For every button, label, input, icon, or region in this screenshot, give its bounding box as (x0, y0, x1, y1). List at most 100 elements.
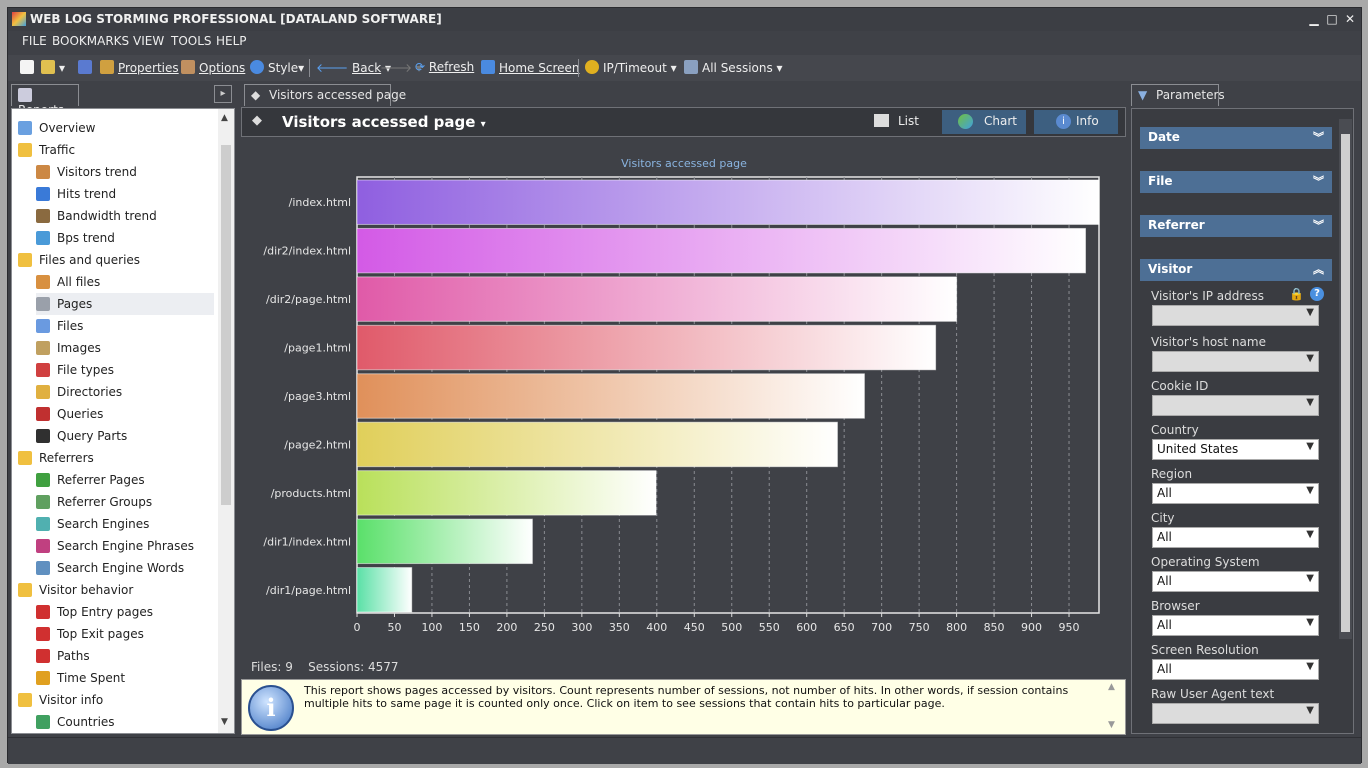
report-title[interactable]: Visitors accessed page ▾ (282, 113, 486, 131)
info-scroll-up-icon[interactable]: ▲ (1108, 682, 1115, 692)
scroll-up-icon[interactable]: ▲ (221, 113, 228, 123)
tree-item-referrer-groups[interactable]: Referrer Groups (36, 491, 214, 513)
properties-button[interactable]: Properties (100, 60, 179, 75)
info-scroll-down-icon[interactable]: ▼ (1108, 720, 1115, 730)
menu-tools[interactable]: TOOLS (171, 34, 212, 48)
ip-timeout-button[interactable]: IP/Timeout ▾ (585, 60, 677, 75)
tree-item-time-spent[interactable]: Time Spent (36, 667, 214, 689)
home-screen-button[interactable]: Home Screen (481, 60, 580, 75)
tree-item-visitors-trend[interactable]: Visitors trend (36, 161, 214, 183)
sessions-count: Sessions: 4577 (308, 660, 399, 674)
panel-toggle-button[interactable]: ▸ (214, 85, 232, 103)
tree-item-bandwidth-trend[interactable]: Bandwidth trend (36, 205, 214, 227)
chevron-up-icon: ︽ (1313, 263, 1324, 276)
options-button[interactable]: Options (181, 60, 245, 75)
section-visitor[interactable]: Visitor ︽ (1140, 259, 1332, 281)
menu-file[interactable]: FILE (22, 34, 47, 48)
menu-view[interactable]: VIEW (133, 34, 165, 48)
tree-item-search-engines[interactable]: Search Engines (36, 513, 214, 535)
field-select-raw-user-agent-text[interactable]: ▼ (1152, 703, 1319, 724)
style-button[interactable]: Style▾ (250, 60, 304, 75)
tree-item-visitor-info[interactable]: Visitor info (12, 689, 214, 711)
tree-item-countries[interactable]: Countries (36, 711, 214, 733)
tree-item-queries[interactable]: Queries (36, 403, 214, 425)
parameters-scrollbar[interactable] (1339, 119, 1352, 639)
tree-item-query-parts[interactable]: Query Parts (36, 425, 214, 447)
field-select-country[interactable]: United States ▼ (1152, 439, 1319, 460)
tree-item-visitor-behavior[interactable]: Visitor behavior (12, 579, 214, 601)
open-button[interactable]: ▾ (41, 60, 65, 75)
field-select-visitor-s-host-name[interactable]: ▼ (1152, 351, 1319, 372)
field-label: Visitor's host name (1151, 335, 1266, 349)
tab-parameters[interactable]: ▼ Parameters (1131, 84, 1225, 106)
new-button[interactable] (20, 60, 38, 75)
tree-item-bps-trend[interactable]: Bps trend (36, 227, 214, 249)
x-tick-label: 650 (834, 621, 855, 634)
back-arrow-icon: 🡐 (316, 61, 349, 75)
tree-item-label: Top Exit pages (57, 627, 144, 641)
tree-item-traffic[interactable]: Traffic (12, 139, 214, 161)
tree-item-paths[interactable]: Paths (36, 645, 214, 667)
info-view-button[interactable]: i Info (1034, 110, 1118, 134)
menu-bookmarks[interactable]: BOOKMARKS (52, 34, 130, 48)
tree-item-directories[interactable]: Directories (36, 381, 214, 403)
chevron-down-icon: ︾ (1313, 175, 1324, 188)
tree-item-search-engine-phrases[interactable]: Search Engine Phrases (36, 535, 214, 557)
tree-item-overview[interactable]: Overview (12, 117, 214, 139)
tab-reports[interactable]: Reports (11, 84, 79, 117)
back-button[interactable]: 🡐 Back ▾ (316, 61, 391, 75)
tree-item-label: Images (57, 341, 101, 355)
status-row: Files: 9 Sessions: 4577 (251, 660, 399, 674)
tree-item-file-types[interactable]: File types (36, 359, 214, 381)
field-select-cookie-id[interactable]: ▼ (1152, 395, 1319, 416)
refresh-button[interactable]: ⟳ Refresh (415, 60, 475, 74)
forward-button[interactable]: 🡒 ▾ (380, 61, 423, 75)
report-icon (36, 275, 50, 289)
scroll-down-icon[interactable]: ▼ (221, 717, 228, 727)
menu-help[interactable]: HELP (216, 34, 247, 48)
field-select-screen-resolution[interactable]: All ▼ (1152, 659, 1319, 680)
chevron-down-icon: ▼ (1306, 705, 1314, 716)
parameters-scroll-thumb[interactable] (1341, 134, 1350, 632)
lock-icon[interactable]: 🔒 (1289, 287, 1304, 301)
field-select-operating-system[interactable]: All ▼ (1152, 571, 1319, 592)
x-tick-label: 900 (1021, 621, 1042, 634)
help-icon[interactable]: ? (1310, 287, 1324, 301)
tab-visitors-accessed-page[interactable]: ◆ Visitors accessed page (244, 84, 406, 106)
tree-scrollbar[interactable]: ▲ ▼ (218, 109, 234, 733)
tree-item-hits-trend[interactable]: Hits trend (36, 183, 214, 205)
tree-item-referrer-pages[interactable]: Referrer Pages (36, 469, 214, 491)
field-select-city[interactable]: All ▼ (1152, 527, 1319, 548)
sessions-button[interactable]: All Sessions ▾ (684, 60, 783, 75)
chart-icon (958, 114, 973, 129)
field-select-visitor-s-ip-address[interactable]: ▼ (1152, 305, 1319, 326)
field-select-browser[interactable]: All ▼ (1152, 615, 1319, 636)
tree-scroll-thumb[interactable] (221, 145, 231, 505)
maximize-button[interactable]: □ (1326, 12, 1338, 26)
bar-chart: Visitors accessed page 0 50 100 150 200 250 300… (263, 157, 1100, 634)
section-date[interactable]: Date ︾ (1140, 127, 1332, 149)
save-button[interactable] (78, 60, 96, 75)
tree-item-referrers[interactable]: Referrers (12, 447, 214, 469)
list-icon (874, 114, 889, 127)
tree-item-pages[interactable]: Pages (36, 293, 214, 315)
tree-item-top-exit-pages[interactable]: Top Exit pages (36, 623, 214, 645)
chart-view-button[interactable]: Chart (942, 110, 1026, 134)
x-tick-label: 850 (984, 621, 1005, 634)
tree-item-images[interactable]: Images (36, 337, 214, 359)
list-view-button[interactable]: List (870, 110, 940, 134)
tree-item-files-and-queries[interactable]: Files and queries (12, 249, 214, 271)
tree-item-top-entry-pages[interactable]: Top Entry pages (36, 601, 214, 623)
section-file[interactable]: File ︾ (1140, 171, 1332, 193)
close-button[interactable]: ✕ (1344, 12, 1356, 26)
tree-item-label: Countries (57, 715, 115, 729)
tree-item-files[interactable]: Files (36, 315, 214, 337)
tree-item-search-engine-words[interactable]: Search Engine Words (36, 557, 214, 579)
field-select-region[interactable]: All ▼ (1152, 483, 1319, 504)
section-referrer[interactable]: Referrer ︾ (1140, 215, 1332, 237)
minimize-button[interactable]: ▁ (1309, 12, 1319, 26)
report-icon (36, 319, 50, 333)
bar--page2-html (356, 421, 838, 468)
chevron-down-icon: ▼ (1306, 485, 1314, 496)
tree-item-all-files[interactable]: All files (36, 271, 214, 293)
